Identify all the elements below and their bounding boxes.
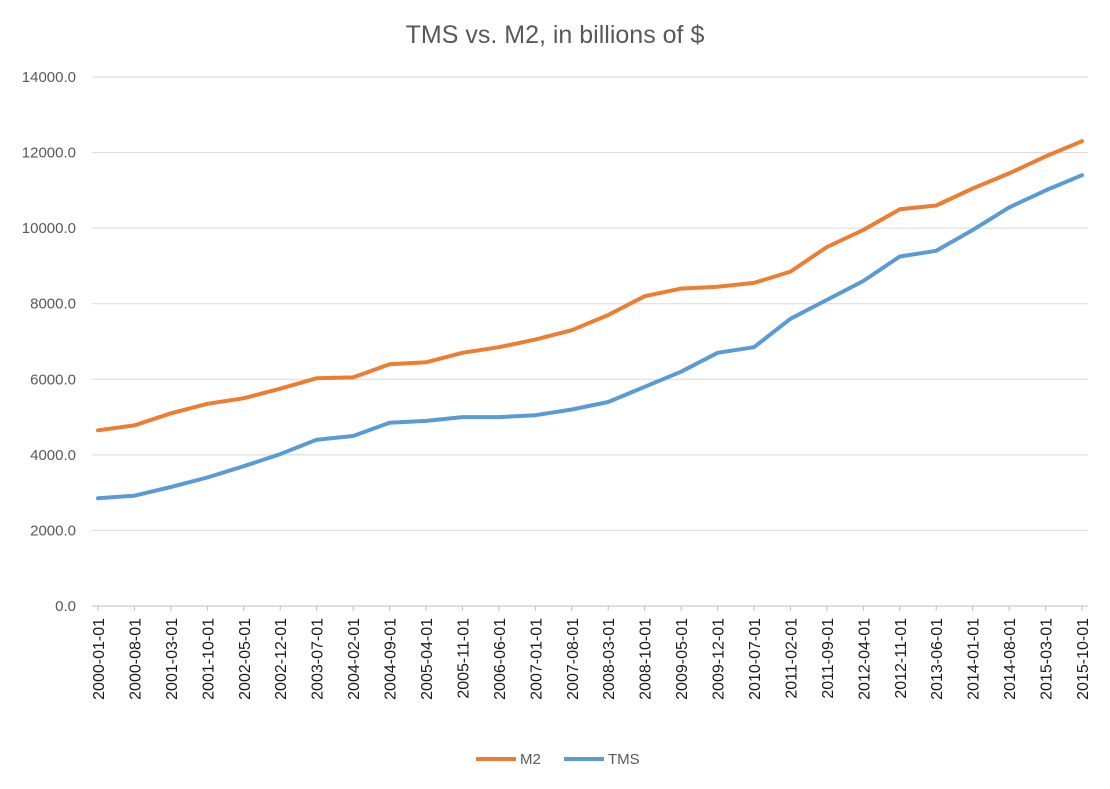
legend: M2 TMS <box>476 751 640 768</box>
x-tick-label: 2004-09-01 <box>383 618 400 700</box>
x-tick-label: 2005-04-01 <box>419 618 436 700</box>
series <box>96 139 1084 501</box>
y-tick-label: 10000.0 <box>22 220 76 237</box>
chart-title: TMS vs. M2, in billions of $ <box>406 21 705 49</box>
y-tick-label: 12000.0 <box>22 145 76 162</box>
series-line-tms <box>96 173 1084 501</box>
y-axis: 0.0 2000.0 4000.0 6000.0 8000.0 10000.0 12000.… <box>22 69 76 615</box>
grid <box>92 76 1088 607</box>
y-tick-label: 6000.0 <box>30 371 76 388</box>
legend-label-tms: TMS <box>608 751 640 768</box>
x-tick-label: 2015-03-01 <box>1039 618 1056 700</box>
x-tick-label: 2004-02-01 <box>346 618 363 700</box>
x-tick-label: 2007-08-01 <box>565 618 582 700</box>
x-tick-label: 2013-06-01 <box>929 618 946 700</box>
x-tick-label: 2002-05-01 <box>237 618 254 700</box>
x-tick-label: 2001-10-01 <box>200 618 217 700</box>
x-tick-label: 2007-01-01 <box>528 618 545 700</box>
x-tick-label: 2000-01-01 <box>91 618 108 700</box>
x-tick-label: 2012-04-01 <box>856 618 873 700</box>
x-tick-label: 2003-07-01 <box>310 618 327 700</box>
x-tick-label: 2014-01-01 <box>966 618 983 700</box>
y-tick-label: 2000.0 <box>30 522 76 539</box>
x-tick-label: 2008-03-01 <box>601 618 618 700</box>
x-tick-label: 2009-12-01 <box>711 618 728 700</box>
x-tick-label: 2012-11-01 <box>893 618 910 699</box>
x-tick-label: 2005-11-01 <box>455 618 472 699</box>
x-tick-label: 2015-10-01 <box>1075 618 1092 700</box>
series-line-m2 <box>96 139 1084 433</box>
x-tick-label: 2001-03-01 <box>164 618 181 700</box>
x-tick-label: 2009-05-01 <box>674 618 691 700</box>
y-tick-label: 8000.0 <box>30 296 76 313</box>
x-axis: 2000-01-01 2000-08-01 2001-03-01 2001-10-01… <box>91 606 1092 700</box>
x-tick-label: 2000-08-01 <box>127 618 144 700</box>
legend-label-m2: M2 <box>520 751 541 768</box>
x-tick-label: 2008-10-01 <box>638 618 655 700</box>
x-tick-label: 2014-08-01 <box>1002 618 1019 700</box>
x-tick-label: 2011-09-01 <box>820 618 837 699</box>
y-tick-label: 0.0 <box>55 598 76 615</box>
y-tick-label: 4000.0 <box>30 447 76 464</box>
y-tick-label: 14000.0 <box>22 69 76 86</box>
x-tick-label: 2006-06-01 <box>492 618 509 700</box>
x-tick-label: 2011-02-01 <box>783 618 800 699</box>
x-tick-label: 2010-07-01 <box>747 618 764 700</box>
x-tick-label: 2002-12-01 <box>273 618 290 700</box>
